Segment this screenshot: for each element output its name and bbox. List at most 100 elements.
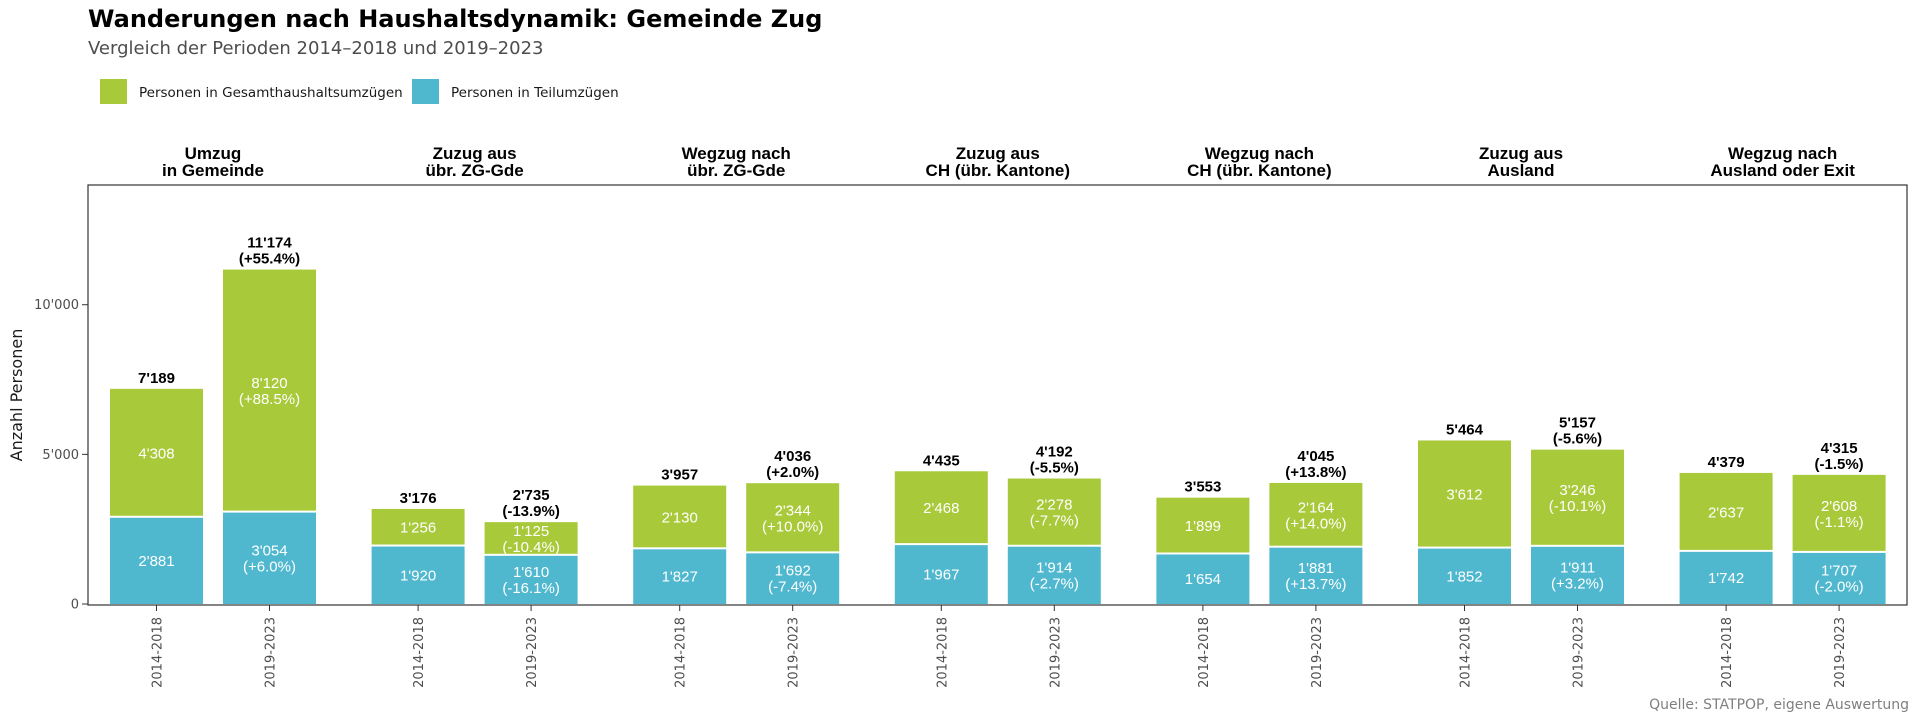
- bar-gesamt: [223, 269, 316, 511]
- bar-gesamt-label: 1'899: [1185, 518, 1221, 535]
- legend: Personen in Gesamthaushaltsumzügen Perso…: [100, 79, 619, 104]
- bar-teil: [484, 555, 578, 604]
- bar-teil: [633, 549, 727, 604]
- legend-swatch-teil: [412, 79, 439, 104]
- bar-total-label: 4'036 (+2.0%): [766, 448, 819, 481]
- bar-total-label: 11'174 (+55.4%): [239, 235, 300, 268]
- x-tick-label: 2014-2018: [151, 617, 166, 688]
- bar-total-label: 2'735 (-13.9%): [502, 487, 560, 520]
- x-tick-label: 2014-2018: [1459, 617, 1474, 688]
- bar-gesamt: [894, 471, 988, 544]
- bar-gesamt-label: 2'344 (+10.0%): [762, 502, 823, 535]
- panel-title: Zuzug aus Ausland: [1479, 144, 1563, 180]
- bar-gesamt: [1269, 482, 1363, 546]
- bar-teil-label: 1'742: [1708, 570, 1744, 587]
- x-tick-label: 2014-2018: [412, 617, 427, 688]
- bar-gesamt: [1418, 440, 1511, 547]
- x-tick-label: 2019-2023: [525, 617, 540, 688]
- panel-6: Zuzug aus Ausland 1'852 3'612 5'464 2014-2018…: [1418, 144, 1624, 688]
- bar-gesamt-label: 3'246 (-10.1%): [1549, 482, 1607, 515]
- bar-teil: [1156, 554, 1250, 604]
- bar-gesamt: [1531, 449, 1624, 545]
- bar-teil: [1007, 546, 1101, 604]
- chart-caption: Quelle: STATPOP, eigene Auswertung: [1649, 697, 1909, 713]
- x-tick-label: 2014-2018: [1197, 617, 1212, 688]
- panel-4: Zuzug aus CH (übr. Kantone) 1'967 2'468 4'43…: [894, 144, 1101, 688]
- bar-teil-label: 1'827: [662, 569, 698, 586]
- panel-7: Wegzug nach Ausland oder Exit 1'742 2'637 4'…: [1679, 144, 1886, 688]
- bar-teil-label: 1'654: [1185, 571, 1221, 588]
- panel-title: Zuzug aus CH (übr. Kantone): [926, 144, 1071, 180]
- bar-teil-label: 1'967: [923, 567, 959, 584]
- bar-gesamt-label: 1'256: [400, 520, 436, 537]
- bar-total-label: 3'176: [400, 490, 437, 507]
- bar-gesamt-label: 2'278 (-7.7%): [1030, 497, 1079, 530]
- bar-teil-label: 1'692 (-7.4%): [768, 563, 817, 596]
- bar-total-label: 4'315 (-1.5%): [1815, 440, 1864, 473]
- panel-title: Wegzug nach CH (übr. Kantone): [1187, 144, 1332, 180]
- panel-5: Wegzug nach CH (übr. Kantone) 1'654 1'899 3'…: [1156, 144, 1363, 688]
- bar-teil: [223, 512, 316, 604]
- bar-total-label: 4'379: [1708, 454, 1745, 471]
- x-tick-label: 2014-2018: [1720, 617, 1735, 688]
- x-tick-label: 2019-2023: [1048, 617, 1063, 688]
- y-axis-label: Anzahl Personen: [7, 329, 26, 462]
- bar-gesamt-label: 2'637: [1708, 504, 1744, 521]
- bar-total-label: 4'192 (-5.5%): [1030, 444, 1079, 477]
- legend-label-teil: Personen in Teilumzügen: [451, 85, 619, 101]
- bar-gesamt-label: 2'130: [662, 509, 698, 526]
- x-tick-label: 2019-2023: [787, 617, 802, 688]
- bar-teil: [110, 517, 203, 604]
- bar-gesamt: [1156, 497, 1250, 553]
- bar-total-label: 5'157 (-5.6%): [1553, 415, 1602, 448]
- bar-teil-label: 1'610 (-16.1%): [502, 564, 560, 597]
- x-tick-label: 2019-2023: [1310, 617, 1325, 688]
- x-tick-label: 2014-2018: [674, 617, 689, 688]
- bar-gesamt: [633, 485, 727, 548]
- bar-gesamt: [746, 483, 840, 552]
- bar-total-label: 7'189: [138, 370, 175, 387]
- bar-gesamt-label: 8'120 (+88.5%): [239, 375, 300, 408]
- y-tick-label: 10'000: [34, 298, 79, 313]
- facet-panels: Umzug in Gemeinde 2'881 4'308 7'189 2014-2018…: [110, 144, 1886, 688]
- bar-teil: [1679, 551, 1773, 604]
- bar-teil: [894, 545, 988, 604]
- y-axis: 0 5'000 10'000: [34, 298, 88, 613]
- bar-teil-label: 1'911 (+3.2%): [1551, 559, 1604, 592]
- chart-subtitle: Vergleich der Perioden 2014–2018 und 201…: [88, 38, 543, 59]
- bar-gesamt-label: 3'612: [1446, 487, 1482, 504]
- bar-gesamt-label: 2'468: [923, 500, 959, 517]
- y-tick-label: 0: [71, 598, 79, 613]
- bar-teil: [746, 553, 840, 604]
- panel-title: Umzug in Gemeinde: [162, 144, 264, 180]
- bar-teil-label: 1'914 (-2.7%): [1030, 559, 1079, 592]
- y-tick-label: 5'000: [42, 448, 79, 463]
- panel-3: Wegzug nach übr. ZG-Gde 1'827 2'130 3'957 201…: [633, 144, 840, 688]
- bar-total-label: 4'435: [923, 452, 960, 469]
- x-tick-label: 2019-2023: [1833, 617, 1848, 688]
- bar-gesamt: [1679, 472, 1773, 550]
- bar-gesamt: [371, 508, 465, 545]
- bar-teil: [1418, 548, 1511, 604]
- bar-total-label: 3'553: [1184, 479, 1221, 496]
- bar-teil-label: 1'852: [1446, 568, 1482, 585]
- bar-teil: [371, 546, 465, 604]
- bar-teil: [1792, 552, 1886, 604]
- panel-title: Wegzug nach übr. ZG-Gde: [682, 144, 791, 180]
- panel-2: Zuzug aus übr. ZG-Gde 1'920 1'256 3'176 2014-…: [371, 144, 578, 688]
- panel-title: Zuzug aus übr. ZG-Gde: [425, 144, 523, 180]
- bar-total-label: 4'045 (+13.8%): [1285, 448, 1346, 481]
- bar-teil-label: 1'707 (-2.0%): [1815, 562, 1864, 595]
- chart-title: Wanderungen nach Haushaltsdynamik: Gemei…: [88, 5, 822, 33]
- bar-total-label: 5'464: [1446, 421, 1484, 438]
- bar-total-label: 3'957: [661, 467, 698, 484]
- bar-gesamt: [1007, 478, 1101, 545]
- bar-gesamt: [1792, 474, 1886, 551]
- bar-teil-label: 1'920: [400, 567, 436, 584]
- x-tick-label: 2019-2023: [264, 617, 279, 688]
- bar-gesamt: [110, 388, 203, 516]
- legend-swatch-gesamt: [100, 79, 127, 104]
- bar-gesamt-label: 1'125 (-10.4%): [502, 523, 560, 556]
- x-tick-label: 2014-2018: [935, 617, 950, 688]
- bar-teil-label: 3'054 (+6.0%): [243, 542, 296, 575]
